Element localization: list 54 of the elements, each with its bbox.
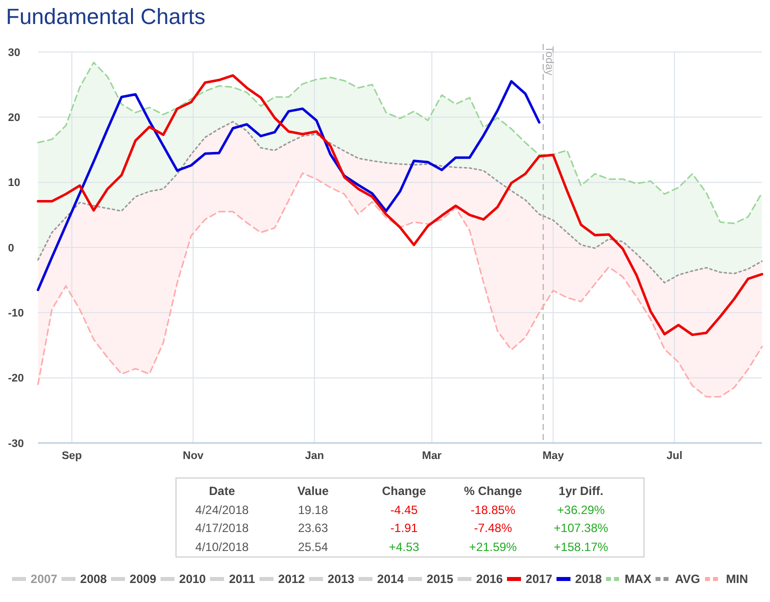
text: +4.53 (388, 540, 420, 554)
y-tick-label: 10 (8, 177, 20, 190)
legend-label: 2017 (526, 572, 553, 586)
text: 4/17/2018 (195, 521, 250, 536)
line-series (36, 74, 764, 336)
x-tick-label: May (542, 450, 565, 462)
text: -18.85% (470, 503, 516, 518)
x-tick-label: Sep (62, 450, 82, 462)
y-tick-label: 30 (8, 46, 20, 59)
text: 2008 (80, 572, 108, 586)
text: +107.38% (554, 521, 609, 536)
text: 4/24/2018 (195, 503, 250, 518)
text: 2012 (278, 572, 306, 586)
text: 25.54 (298, 540, 328, 554)
text: 2007 (30, 572, 58, 586)
text: 1yr Diff. (558, 484, 604, 498)
y-tick-label: 20 (8, 112, 20, 124)
y-tick-label: -30 (8, 438, 24, 450)
text: -1.91 (390, 521, 418, 536)
line-series (36, 80, 540, 292)
text: 2015 (426, 572, 454, 586)
x-tick-label: Nov (182, 450, 204, 462)
line-series (37, 172, 763, 398)
text: -4.45 (390, 503, 418, 518)
x-tick-label: Jul (666, 450, 682, 462)
text: +21.59% (469, 540, 518, 554)
text: 23.63 (298, 521, 328, 536)
text: 2013 (328, 572, 355, 586)
text: 2011 (228, 572, 256, 586)
text: 4/10/2018 (195, 540, 250, 554)
y-tick-label: -20 (8, 372, 24, 385)
legend-label: MIN (726, 572, 748, 586)
x-tick-label: Jan (304, 450, 324, 462)
text: Change (382, 484, 426, 498)
x-tick-label: Mar (422, 450, 442, 462)
text: 2009 (130, 572, 157, 586)
text: 19.18 (298, 503, 328, 518)
legend-label: MAX (624, 572, 652, 586)
text: Date (208, 484, 236, 498)
text: % Change (464, 484, 522, 498)
y-tick-label: 0 (8, 242, 14, 254)
ref-line-label: Today (543, 46, 556, 76)
line-series (37, 120, 763, 284)
legend-label: AVG (674, 572, 700, 586)
text: +158.17% (554, 540, 609, 554)
text: 2016 (476, 572, 504, 586)
legend-label: 2018 (575, 572, 602, 586)
text: 2014 (377, 572, 404, 586)
y-tick-label: -10 (8, 308, 24, 320)
text: Value (297, 484, 329, 498)
text: -7.48% (474, 521, 512, 536)
text: +36.29% (557, 503, 606, 518)
chart-title: Fundamental Charts (6, 4, 206, 29)
text: 2010 (179, 572, 206, 586)
